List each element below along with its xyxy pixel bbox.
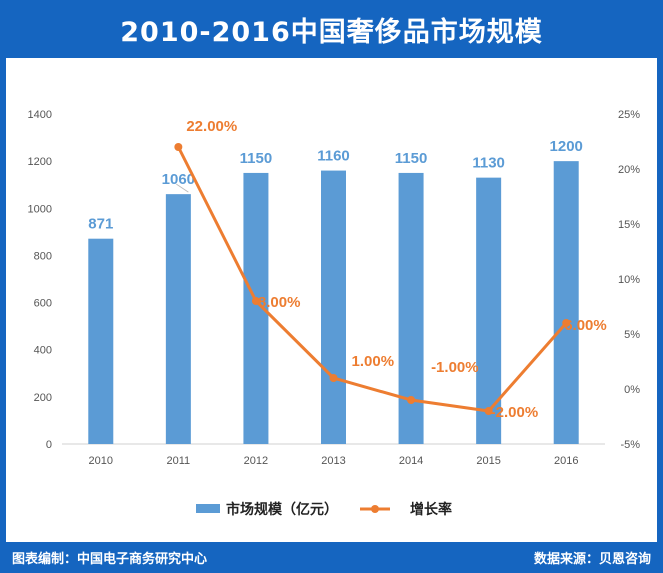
footer-bar: 图表编制：中国电子商务研究中心 数据来源：贝恩咨询: [0, 542, 663, 573]
label-leader-line: [176, 183, 189, 193]
x-tick-label: 2016: [554, 455, 578, 467]
x-tick-label: 2011: [167, 455, 191, 467]
y-tick-label: 200: [34, 392, 52, 404]
y-tick-label: 400: [34, 345, 52, 357]
x-tick-label: 2013: [321, 455, 345, 467]
growth-point: [562, 319, 571, 327]
x-tick-label: 2010: [89, 455, 113, 467]
bar-value-label: 1150: [240, 150, 273, 167]
y2-tick-label: -5%: [620, 439, 640, 451]
bar-value-label: 1160: [317, 148, 350, 165]
y2-tick-label: 15%: [618, 219, 640, 231]
right-border: [657, 58, 663, 542]
growth-point: [329, 374, 338, 382]
footer-credit: 图表编制：中国电子商务研究中心: [12, 552, 208, 567]
x-tick-label: 2012: [244, 455, 268, 467]
y-tick-label: 800: [34, 250, 52, 262]
x-tick-label: 2014: [399, 455, 423, 467]
legend-line-marker: [371, 505, 379, 513]
growth-value-label: -1.00%: [431, 359, 479, 376]
combo-chart: 0 200 400 600 800 1000 1200 1400 -5% 0% 5% 10% 15% 20…: [28, 109, 641, 518]
bar-value-label: 1060: [162, 171, 195, 188]
y2-tick-label: 10%: [618, 274, 640, 286]
legend-line-label: 增长率: [410, 501, 452, 518]
bar-value-label: 1130: [472, 155, 505, 172]
y2-tick-label: 25%: [618, 109, 640, 121]
growth-point: [251, 297, 260, 305]
y-tick-label: 1400: [28, 109, 52, 121]
growth-line: [177, 146, 568, 413]
legend-bar-swatch: [196, 504, 220, 513]
chart-title: 2010-2016中国奢侈品市场规模: [120, 16, 543, 48]
title-bar: 2010-2016中国奢侈品市场规模: [0, 0, 663, 58]
growth-point: [484, 407, 493, 415]
growth-value-label: 22.00%: [186, 118, 237, 135]
bar: [553, 161, 579, 444]
y-tick-label: 600: [34, 298, 52, 310]
y-tick-label: 1000: [28, 203, 52, 215]
y2-tick-label: 20%: [618, 164, 640, 176]
y-tick-label: 1200: [28, 156, 52, 168]
legend-bar-label: 市场规模（亿元）: [226, 501, 338, 518]
bar: [321, 170, 346, 445]
growth-value-label: 6.00%: [564, 317, 607, 334]
bar-value-label: 871: [88, 216, 113, 233]
growth-value-label: 1.00%: [352, 353, 395, 370]
x-tick-label: 2015: [476, 455, 500, 467]
growth-value-label: 8.00%: [258, 294, 301, 311]
footer-source: 数据来源：贝恩咨询: [533, 552, 651, 567]
bar-value-label: 1200: [550, 138, 583, 155]
growth-point: [174, 143, 183, 151]
left-border: [0, 58, 6, 542]
bar-value-label: 1150: [395, 150, 428, 167]
y-tick-label: 0: [46, 439, 52, 451]
bar: [165, 194, 191, 444]
growth-value-label: -2.00%: [491, 404, 539, 421]
y2-tick-label: 0%: [624, 384, 640, 396]
y2-tick-label: 5%: [624, 329, 640, 341]
bar: [88, 238, 114, 444]
growth-point: [407, 396, 416, 404]
